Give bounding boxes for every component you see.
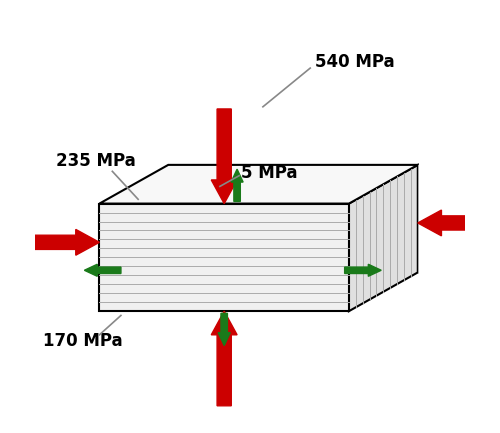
- FancyArrow shape: [344, 264, 381, 276]
- FancyArrow shape: [212, 109, 237, 204]
- Text: 170 MPa: 170 MPa: [44, 332, 123, 350]
- Text: 5 MPa: 5 MPa: [242, 165, 298, 182]
- FancyArrow shape: [84, 264, 121, 276]
- FancyArrow shape: [231, 169, 243, 201]
- Text: 235 MPa: 235 MPa: [56, 152, 136, 170]
- Bar: [100, 204, 349, 311]
- FancyArrow shape: [218, 313, 230, 346]
- FancyArrow shape: [212, 311, 237, 406]
- FancyArrow shape: [418, 210, 500, 236]
- Text: 540 MPa: 540 MPa: [314, 53, 394, 71]
- Polygon shape: [349, 165, 418, 311]
- Polygon shape: [100, 165, 418, 204]
- FancyArrow shape: [5, 229, 100, 255]
